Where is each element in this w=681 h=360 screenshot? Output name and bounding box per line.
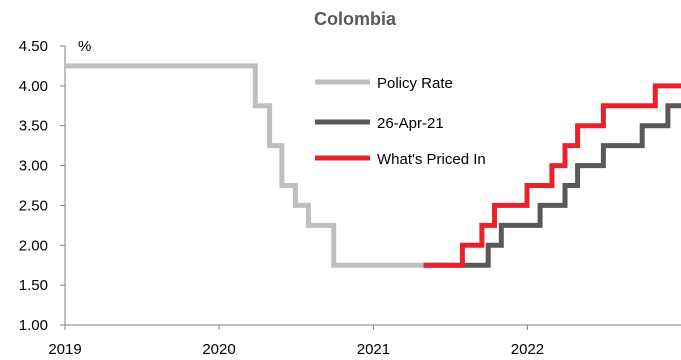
y-tick-label: 3.50 — [19, 118, 48, 135]
y-tick-labels: 1.00 1.50 2.00 2.50 3.00 3.50 4.00 4.50 — [19, 38, 48, 334]
y-tick-label: 3.00 — [19, 158, 48, 175]
series-line-0 — [65, 63, 424, 268]
x-tick-label: 2021 — [357, 341, 390, 358]
y-tick-label: 4.50 — [19, 38, 48, 55]
y-tick-label: 1.50 — [19, 277, 48, 294]
x-tick-labels: 2019 2020 2021 2022 — [48, 341, 544, 358]
y-unit-label: % — [78, 38, 91, 55]
legend: Policy Rate 26-Apr-21 What's Priced In — [315, 75, 486, 168]
legend-label-0: Policy Rate — [377, 75, 453, 92]
series-line-1 — [423, 103, 681, 268]
series-line-2 — [423, 83, 681, 268]
axes — [60, 45, 681, 330]
y-tick-label: 1.00 — [19, 317, 48, 334]
y-tick-label: 2.50 — [19, 197, 48, 214]
y-tick-label: 2.00 — [19, 237, 48, 254]
x-tick-label: 2020 — [202, 341, 235, 358]
y-tick-label: 4.00 — [19, 78, 48, 95]
series-lines — [65, 63, 681, 268]
x-tick-label: 2019 — [48, 341, 81, 358]
legend-label-1: 26-Apr-21 — [377, 115, 444, 132]
x-tick-label: 2022 — [511, 341, 544, 358]
chart-title: Colombia — [314, 9, 397, 29]
legend-label-2: What's Priced In — [377, 151, 486, 168]
